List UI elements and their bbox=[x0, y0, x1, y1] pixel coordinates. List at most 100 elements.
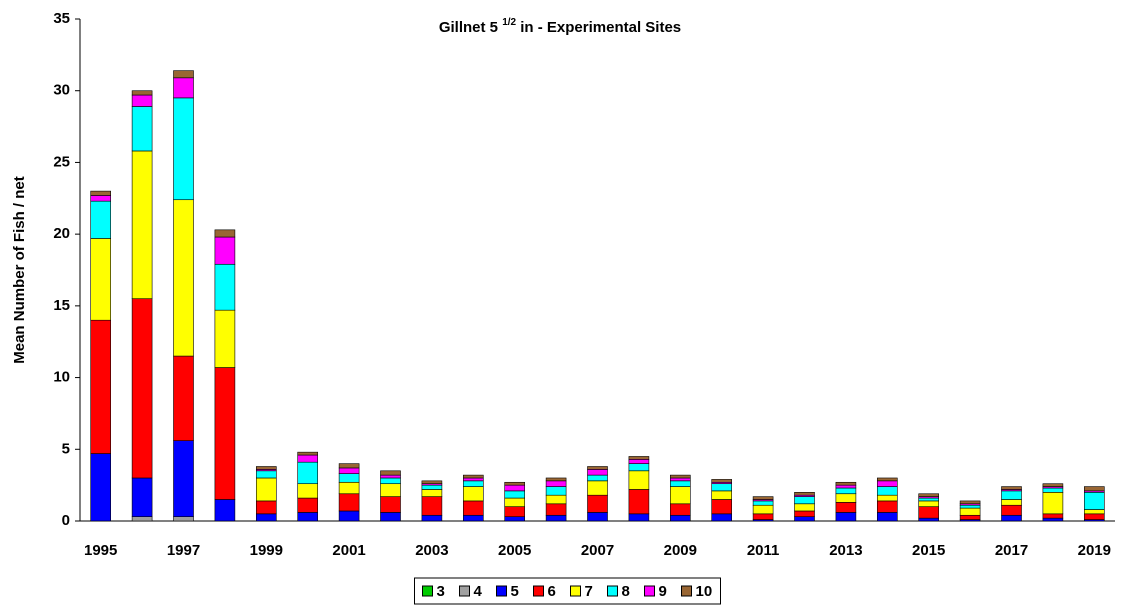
bar-segment bbox=[255, 513, 277, 522]
bar-segment bbox=[380, 496, 401, 513]
bar-segment bbox=[669, 477, 691, 482]
bar-segment bbox=[752, 504, 774, 515]
y-tick-label: 20 bbox=[53, 225, 70, 242]
bar-segment bbox=[462, 486, 484, 502]
bar-segment bbox=[794, 510, 815, 517]
bar-segment bbox=[131, 150, 153, 299]
bar-segment bbox=[835, 493, 857, 503]
bar-segment bbox=[90, 238, 111, 321]
bar-segment bbox=[918, 500, 940, 507]
bar-segment bbox=[131, 90, 153, 96]
bar-segment bbox=[504, 506, 526, 517]
x-tick-label: 2007 bbox=[581, 542, 614, 559]
x-tick-label: 2019 bbox=[1078, 542, 1111, 559]
bar-segment bbox=[628, 489, 650, 515]
bar-segment bbox=[794, 503, 815, 512]
bar-segment bbox=[173, 77, 194, 99]
legend-label: 5 bbox=[511, 583, 519, 600]
bar-segment bbox=[421, 489, 443, 497]
bar-segment bbox=[1042, 487, 1064, 493]
bar-segment bbox=[587, 494, 608, 513]
bar-segment bbox=[1084, 492, 1105, 510]
bar-segment bbox=[587, 480, 608, 496]
bar-segment bbox=[173, 516, 194, 522]
bar-segment bbox=[173, 199, 194, 357]
y-tick-label: 30 bbox=[53, 82, 70, 99]
bar-segment bbox=[173, 355, 194, 441]
bar-segment bbox=[711, 499, 733, 515]
legend-label: 9 bbox=[659, 583, 667, 600]
bar-segment bbox=[131, 94, 153, 107]
x-tick-label: 1999 bbox=[250, 542, 283, 559]
y-tick-label: 0 bbox=[62, 512, 70, 529]
x-tick-label: 1995 bbox=[84, 542, 117, 559]
bar-segment bbox=[959, 500, 981, 505]
bar-segment bbox=[90, 195, 111, 202]
legend-swatch bbox=[570, 585, 581, 597]
bar-segment bbox=[421, 480, 443, 485]
bar-segment bbox=[545, 477, 567, 482]
bar-segment bbox=[297, 512, 319, 522]
legend-label: 6 bbox=[548, 583, 556, 600]
y-tick-label: 35 bbox=[53, 10, 70, 27]
bar-segment bbox=[255, 500, 277, 515]
bar-segment bbox=[711, 490, 733, 500]
bar-segment bbox=[669, 486, 691, 505]
bar-segment bbox=[711, 479, 733, 483]
bar-segment bbox=[628, 456, 650, 460]
bar-segment bbox=[297, 454, 319, 463]
bar-segment bbox=[338, 463, 360, 469]
bar-segment bbox=[876, 477, 898, 482]
bar-segment bbox=[131, 106, 153, 152]
bar-segment bbox=[131, 477, 153, 517]
legend-swatch bbox=[681, 585, 692, 597]
bar-segment bbox=[297, 461, 319, 485]
y-axis-label: Mean Number of Fish / net bbox=[11, 176, 28, 364]
y-tick-label: 15 bbox=[53, 297, 70, 314]
x-tick-label: 2011 bbox=[747, 542, 780, 559]
bar-segment bbox=[214, 367, 236, 500]
bar-segment bbox=[173, 440, 194, 517]
bar-segment bbox=[173, 70, 194, 79]
bar-segment bbox=[380, 477, 401, 485]
bar-segment bbox=[462, 500, 484, 516]
bar-segment bbox=[1001, 499, 1022, 506]
legend-swatch bbox=[644, 585, 655, 597]
bar-segment bbox=[338, 467, 360, 474]
bar-segment bbox=[90, 319, 111, 454]
bar-segment bbox=[545, 503, 567, 516]
x-tick-label: 2003 bbox=[415, 542, 448, 559]
bar-segment bbox=[876, 494, 898, 502]
bar-segment bbox=[1001, 504, 1022, 516]
bar-segment bbox=[421, 484, 443, 490]
x-tick-label: 2005 bbox=[498, 542, 531, 559]
bar-segment bbox=[338, 481, 360, 495]
bar-segment bbox=[1001, 486, 1022, 490]
bar-segment bbox=[1084, 513, 1105, 520]
bar-segment bbox=[876, 512, 898, 522]
y-tick-label: 10 bbox=[53, 369, 70, 386]
bar-segment bbox=[338, 493, 360, 512]
bar-segment bbox=[669, 503, 691, 516]
legend-swatch bbox=[422, 585, 433, 597]
legend-swatch bbox=[459, 585, 470, 597]
bar-segment bbox=[1042, 517, 1064, 522]
bar-segment bbox=[876, 480, 898, 487]
x-tick-label: 2009 bbox=[664, 542, 697, 559]
bar-segment bbox=[587, 474, 608, 482]
bar-segment bbox=[462, 474, 484, 479]
bar-segment bbox=[545, 494, 567, 505]
bar-segment bbox=[794, 492, 815, 496]
bar-segment bbox=[380, 470, 401, 476]
bar-segment bbox=[380, 474, 401, 479]
bar-segment bbox=[752, 513, 774, 520]
legend-label: 7 bbox=[585, 583, 593, 600]
bar-segment bbox=[794, 496, 815, 505]
bar-segment bbox=[628, 513, 650, 522]
bar-segment bbox=[587, 469, 608, 476]
bar-segment bbox=[959, 507, 981, 516]
bar-segment bbox=[90, 200, 111, 239]
title-main: Gillnet 5 bbox=[439, 19, 498, 36]
bar-segment bbox=[214, 309, 236, 368]
